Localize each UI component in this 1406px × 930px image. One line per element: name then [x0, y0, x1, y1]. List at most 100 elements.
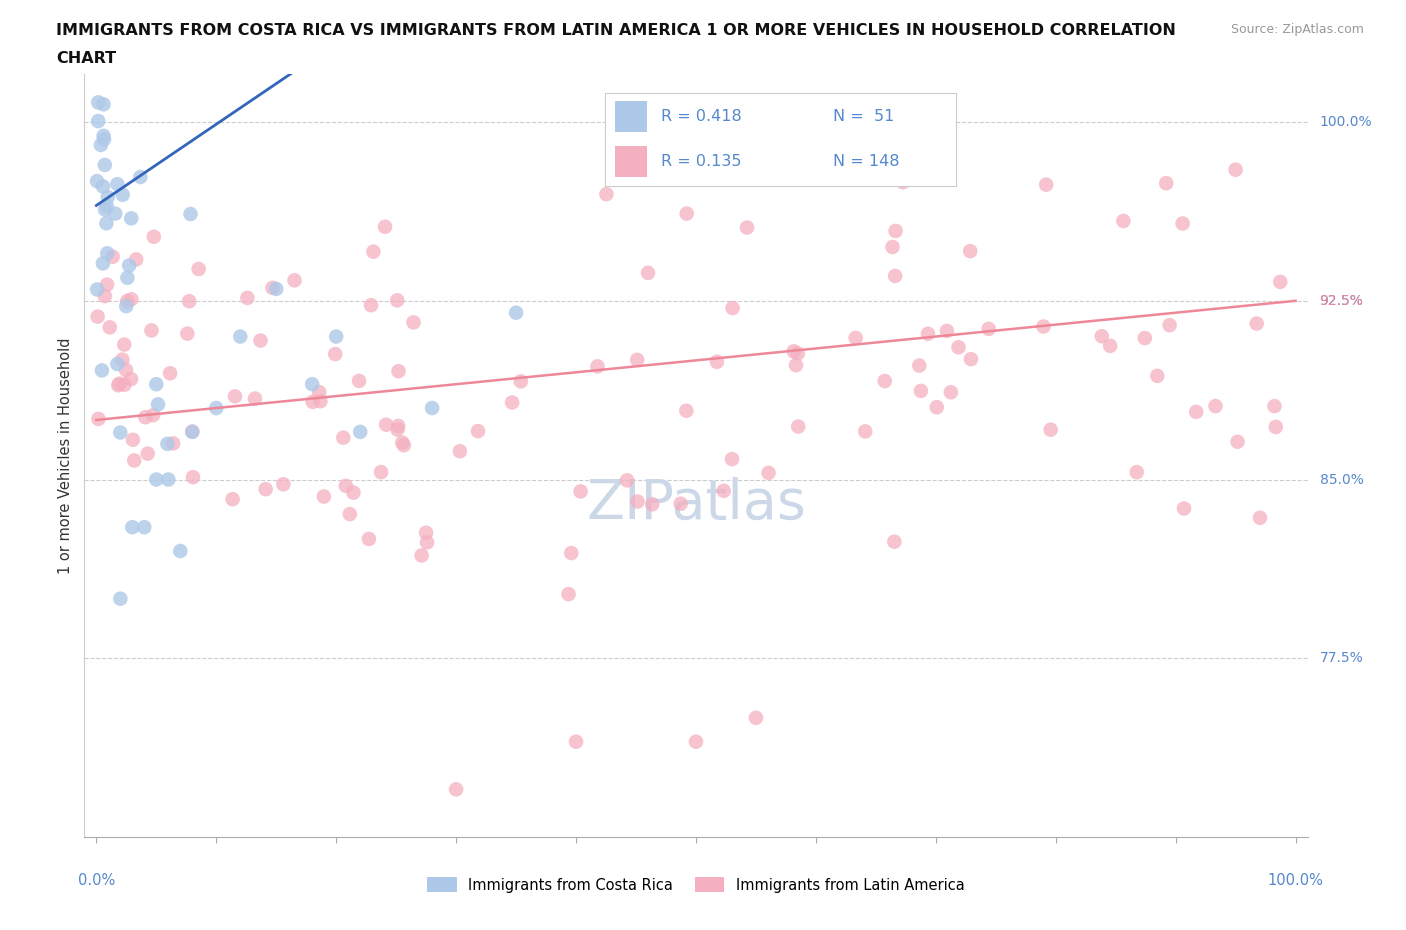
Point [187, 261, 209, 276]
Text: 92.5%: 92.5% [1320, 294, 1364, 308]
Point [675, 404, 697, 418]
Point [467, 424, 489, 439]
Point [325, 329, 347, 344]
Point [262, 280, 284, 295]
Point [112, 378, 135, 392]
Point [121, 520, 143, 535]
Point [939, 385, 962, 400]
Point [93, 97, 115, 112]
Point [205, 401, 228, 416]
Point [735, 220, 758, 235]
Point [136, 446, 159, 461]
Point [1205, 399, 1227, 414]
Point [309, 393, 332, 408]
Point [392, 438, 415, 453]
Point [882, 240, 904, 255]
Point [1225, 163, 1247, 178]
Point [626, 494, 648, 509]
Point [146, 397, 169, 412]
Point [283, 272, 305, 287]
Point [595, 187, 617, 202]
Point [449, 444, 471, 458]
Point [1146, 368, 1168, 383]
Point [339, 507, 361, 522]
Point [853, 424, 876, 439]
Point [264, 282, 287, 297]
Point [669, 497, 692, 512]
Point [129, 169, 152, 184]
Point [221, 492, 243, 507]
Point [1091, 329, 1114, 344]
Point [347, 374, 370, 389]
Point [1185, 405, 1208, 419]
Point [1171, 216, 1194, 231]
Text: N =  51: N = 51 [832, 109, 894, 125]
Point [787, 419, 810, 434]
Point [94, 202, 117, 217]
Text: 85.0%: 85.0% [1320, 472, 1364, 486]
Point [142, 407, 165, 422]
Point [706, 354, 728, 369]
Point [90, 138, 112, 153]
Point [115, 363, 138, 378]
Text: 100.0%: 100.0% [1268, 872, 1323, 888]
Point [960, 352, 983, 366]
Point [713, 484, 735, 498]
Point [115, 294, 138, 309]
Point [745, 711, 768, 725]
Point [169, 543, 191, 558]
Point [181, 470, 204, 485]
Point [402, 315, 425, 330]
Point [786, 346, 808, 361]
Point [360, 298, 382, 312]
Point [785, 358, 807, 373]
Point [91, 179, 114, 193]
Point [685, 735, 707, 750]
Point [1246, 316, 1268, 331]
Text: N = 148: N = 148 [832, 153, 900, 169]
Point [93, 132, 115, 147]
Point [120, 292, 142, 307]
Text: R = 0.135: R = 0.135 [661, 153, 741, 169]
Point [87, 95, 110, 110]
Point [273, 477, 295, 492]
Point [1039, 422, 1062, 437]
Point [641, 497, 664, 512]
Point [884, 269, 907, 284]
Point [363, 245, 385, 259]
Y-axis label: 1 or more Vehicles in Household: 1 or more Vehicles in Household [58, 338, 73, 574]
Point [1035, 178, 1057, 193]
Point [120, 372, 142, 387]
Point [301, 394, 323, 409]
Point [159, 365, 181, 380]
Point [120, 211, 142, 226]
Point [181, 424, 204, 439]
Point [112, 337, 135, 352]
Point [105, 177, 128, 192]
Point [387, 364, 409, 379]
Point [891, 175, 914, 190]
Text: Source: ZipAtlas.com: Source: ZipAtlas.com [1230, 23, 1364, 36]
Point [229, 329, 252, 344]
Text: CHART: CHART [56, 51, 117, 66]
Text: 100.0%: 100.0% [1320, 115, 1372, 129]
Point [845, 330, 868, 345]
Point [342, 485, 364, 500]
Point [349, 424, 371, 439]
Point [96, 246, 118, 260]
Point [370, 465, 392, 480]
Point [87, 411, 110, 426]
Point [565, 735, 588, 750]
Point [335, 478, 357, 493]
Point [501, 395, 523, 410]
Point [87, 113, 110, 128]
Point [1159, 318, 1181, 333]
Point [1264, 419, 1286, 434]
Point [180, 206, 202, 221]
Point [134, 410, 156, 425]
Point [86, 174, 108, 189]
Text: R = 0.418: R = 0.418 [661, 109, 741, 125]
Point [111, 187, 134, 202]
Point [509, 374, 531, 389]
Point [96, 277, 118, 292]
